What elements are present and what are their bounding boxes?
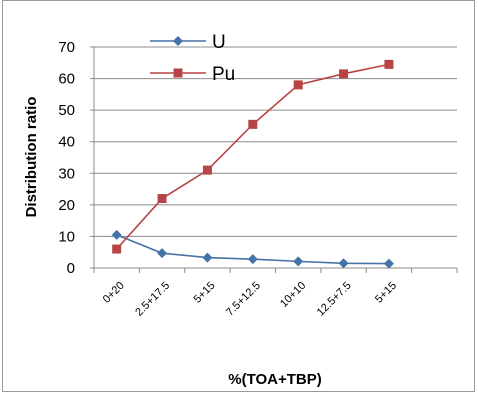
x-tick-label: 10+10 xyxy=(278,280,308,310)
data-point xyxy=(384,59,394,69)
series-pu xyxy=(112,59,394,254)
legend-item: Pu xyxy=(150,64,235,85)
data-point xyxy=(112,244,122,254)
legend-marker xyxy=(173,36,183,46)
legend-marker xyxy=(173,68,183,78)
y-tick-label: 30 xyxy=(58,165,75,182)
x-tick-label: 7.5+12.5 xyxy=(224,280,263,319)
data-point xyxy=(202,252,213,263)
data-point xyxy=(157,248,168,259)
series-u xyxy=(111,229,394,269)
y-tick-label: 0 xyxy=(67,260,75,277)
data-point xyxy=(247,254,258,265)
data-point xyxy=(248,119,258,129)
x-axis-title: %(TOA+TBP) xyxy=(228,371,321,388)
series-line xyxy=(116,63,390,250)
x-tick-label: 5+15 xyxy=(373,280,399,306)
y-tick-labels: 0 10 20 30 40 50 60 70 xyxy=(58,39,75,277)
data-point xyxy=(202,165,212,175)
y-tick-label: 40 xyxy=(58,134,75,151)
data-point xyxy=(338,258,349,269)
series-layer xyxy=(111,59,394,269)
legend: U Pu xyxy=(150,32,235,85)
gridlines xyxy=(94,46,457,237)
x-tick-label: 12.5+7.5 xyxy=(315,280,354,319)
y-axis-title: Distribution ratio xyxy=(23,97,40,218)
data-point xyxy=(157,194,167,204)
x-tick-label: 5+15 xyxy=(192,280,218,306)
data-point xyxy=(293,256,304,267)
legend-label: U xyxy=(212,32,226,53)
data-point xyxy=(383,258,394,269)
x-tick-label: 0+20 xyxy=(101,280,127,306)
y-tick-label: 70 xyxy=(58,39,75,56)
y-tick-label: 10 xyxy=(58,228,75,245)
x-tick-labels: 0+20 2.5+17.5 5+15 7.5+12.5 10+10 12.5+7.5 5+1… xyxy=(101,280,399,319)
y-tick-label: 60 xyxy=(58,71,75,88)
data-point xyxy=(111,229,122,240)
data-point xyxy=(293,80,303,90)
x-tick-label: 2.5+17.5 xyxy=(133,280,172,319)
y-tick-label: 20 xyxy=(58,197,75,214)
data-point xyxy=(339,69,349,79)
legend-item: U xyxy=(150,32,226,53)
legend-label: Pu xyxy=(212,64,235,85)
axes xyxy=(90,46,458,273)
y-tick-label: 50 xyxy=(58,102,75,119)
